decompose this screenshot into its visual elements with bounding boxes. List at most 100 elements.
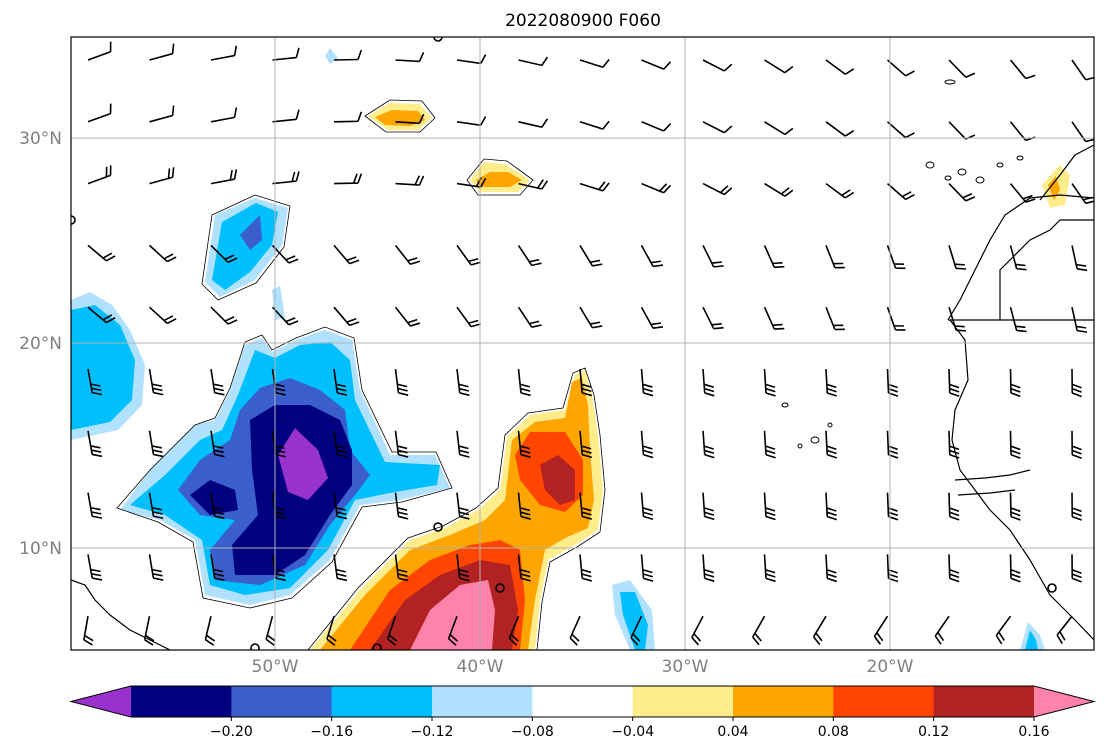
wind-barb (87, 554, 103, 581)
wind-barb (148, 306, 177, 325)
wind-barb (333, 173, 363, 185)
wind-barb (148, 430, 164, 458)
calm-wind-circle (1047, 583, 1057, 593)
wind-barb (210, 368, 225, 396)
lat-label: 20°N (19, 334, 62, 354)
wind-barb (210, 554, 225, 581)
lat-label: 30°N (19, 129, 62, 149)
wind-barb (271, 554, 286, 582)
wind-barb (569, 615, 581, 646)
wind-barb (456, 368, 470, 397)
wind-barb (640, 368, 654, 397)
wind-barb (1071, 430, 1082, 459)
wind-barb (640, 554, 654, 582)
colorbar-tick-label: −0.12 (411, 724, 454, 740)
lon-label: 40°W (457, 657, 504, 677)
wind-barb (517, 244, 542, 267)
wind-barb (579, 368, 593, 397)
wind-barb (394, 368, 409, 396)
colorbar-tick-label: 0.04 (717, 724, 748, 740)
wind-barb (210, 169, 238, 185)
wind-barb (456, 177, 487, 188)
wind-barb (702, 59, 733, 72)
wind-barb (143, 616, 155, 646)
coastlines (71, 144, 1094, 650)
wind-barb (204, 616, 216, 646)
wind-barb (702, 121, 733, 134)
wind-barb (333, 554, 348, 582)
wind-barb (825, 306, 845, 331)
wind-barb (579, 120, 610, 130)
wind-barb (579, 244, 603, 267)
wind-barb (456, 244, 481, 266)
wind-barb (886, 554, 899, 583)
wind-barb (210, 244, 238, 264)
wind-barb (87, 306, 116, 324)
wind-barb (456, 116, 487, 127)
wind-barb (1009, 492, 1021, 521)
wind-barb (508, 615, 520, 646)
wind-barb (825, 59, 855, 75)
wind-barb (87, 41, 112, 61)
wind-barb (934, 615, 950, 645)
wind-barb (210, 45, 238, 61)
wind-barb (210, 430, 225, 458)
wind-barb (87, 368, 103, 396)
wind-barb (149, 43, 175, 61)
wind-barb (333, 306, 360, 327)
wind-barb (825, 430, 837, 459)
wind-barb (579, 181, 610, 192)
map-title: 2022080900 F060 (505, 11, 661, 31)
wind-barb (948, 183, 976, 202)
longitude-labels: 50°W 40°W 30°W 20°W (252, 657, 914, 677)
wind-barb (1071, 307, 1088, 333)
wind-barb (83, 616, 94, 646)
wind-barb (948, 492, 960, 521)
colorbar-tick-label: −0.16 (310, 724, 353, 740)
wind-barb (630, 615, 643, 646)
wind-barb (641, 121, 672, 132)
wind-barb (517, 306, 542, 328)
colorbar-tick-label: 0.12 (918, 724, 949, 740)
calm-wind-circle (433, 37, 443, 42)
wind-barb (886, 368, 899, 397)
wind-barb (148, 368, 164, 396)
wind-barb (326, 615, 337, 646)
negative-anomaly-south (612, 580, 1045, 650)
wind-barb (87, 103, 112, 123)
wind-barb (148, 492, 164, 520)
wind-barb (265, 615, 276, 646)
wind-barb (763, 430, 776, 459)
wind-barb (702, 182, 733, 196)
wind-barb (1009, 554, 1021, 583)
wind-barb (148, 244, 177, 263)
wind-barb (640, 492, 654, 521)
calm-wind-circle (372, 643, 382, 650)
wind-barb (395, 113, 425, 125)
wind-barb (1009, 368, 1021, 398)
wind-barb (702, 306, 724, 330)
wind-barb (702, 492, 715, 521)
calm-wind-circle (495, 583, 505, 593)
wind-barb (1009, 245, 1027, 271)
calm-wind-circle (433, 522, 443, 532)
wind-barb (886, 492, 899, 521)
wind-barb (386, 615, 398, 646)
colorbar-segment (331, 686, 433, 717)
wind-barb (87, 244, 116, 262)
wind-barb (640, 306, 664, 330)
wind-barb (456, 554, 470, 582)
wind-barb (886, 121, 915, 139)
wind-barb (886, 245, 906, 270)
wind-barb (1009, 183, 1036, 203)
wind-barb (395, 52, 425, 63)
lat-label: 10°N (19, 539, 62, 559)
wind-barb (948, 368, 960, 398)
wind-barb (210, 492, 225, 520)
colorbar-segment (933, 686, 1035, 717)
wind-barb (1009, 306, 1027, 333)
wind-barb (333, 368, 348, 396)
zero-contour-lines (116, 99, 606, 650)
wind-barb (456, 492, 470, 520)
